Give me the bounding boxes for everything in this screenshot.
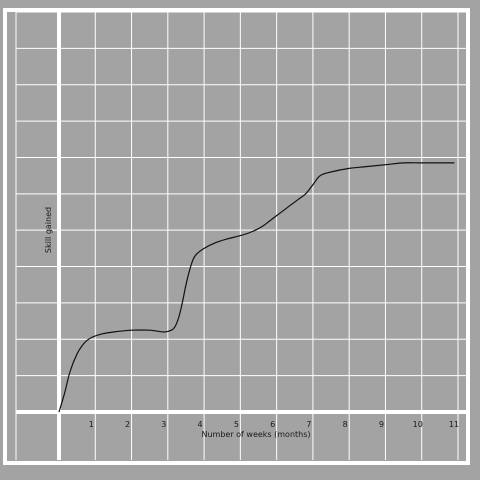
x-axis-label: Number of weeks (months)	[201, 430, 310, 439]
x-tick-label: 10	[413, 420, 423, 429]
grid	[15, 11, 466, 460]
x-tick-label: 3	[161, 420, 166, 429]
x-tick-label: 5	[234, 420, 239, 429]
outer-frame	[3, 8, 470, 465]
y-axis-label: Skill gained	[44, 207, 53, 253]
x-tick-label: 2	[125, 420, 130, 429]
x-tick-label: 6	[270, 420, 275, 429]
x-tick-label: 7	[306, 420, 311, 429]
x-tick-label: 8	[343, 420, 348, 429]
x-tick-label: 11	[449, 420, 459, 429]
axes	[16, 12, 466, 460]
x-tick-label: 4	[198, 420, 203, 429]
series-line	[58, 162, 455, 413]
x-tick-labels: 1 2 3 4 5 6 7 8 9 10 11	[89, 420, 459, 429]
x-tick-label: 1	[89, 420, 94, 429]
x-tick-label: 9	[379, 420, 384, 429]
